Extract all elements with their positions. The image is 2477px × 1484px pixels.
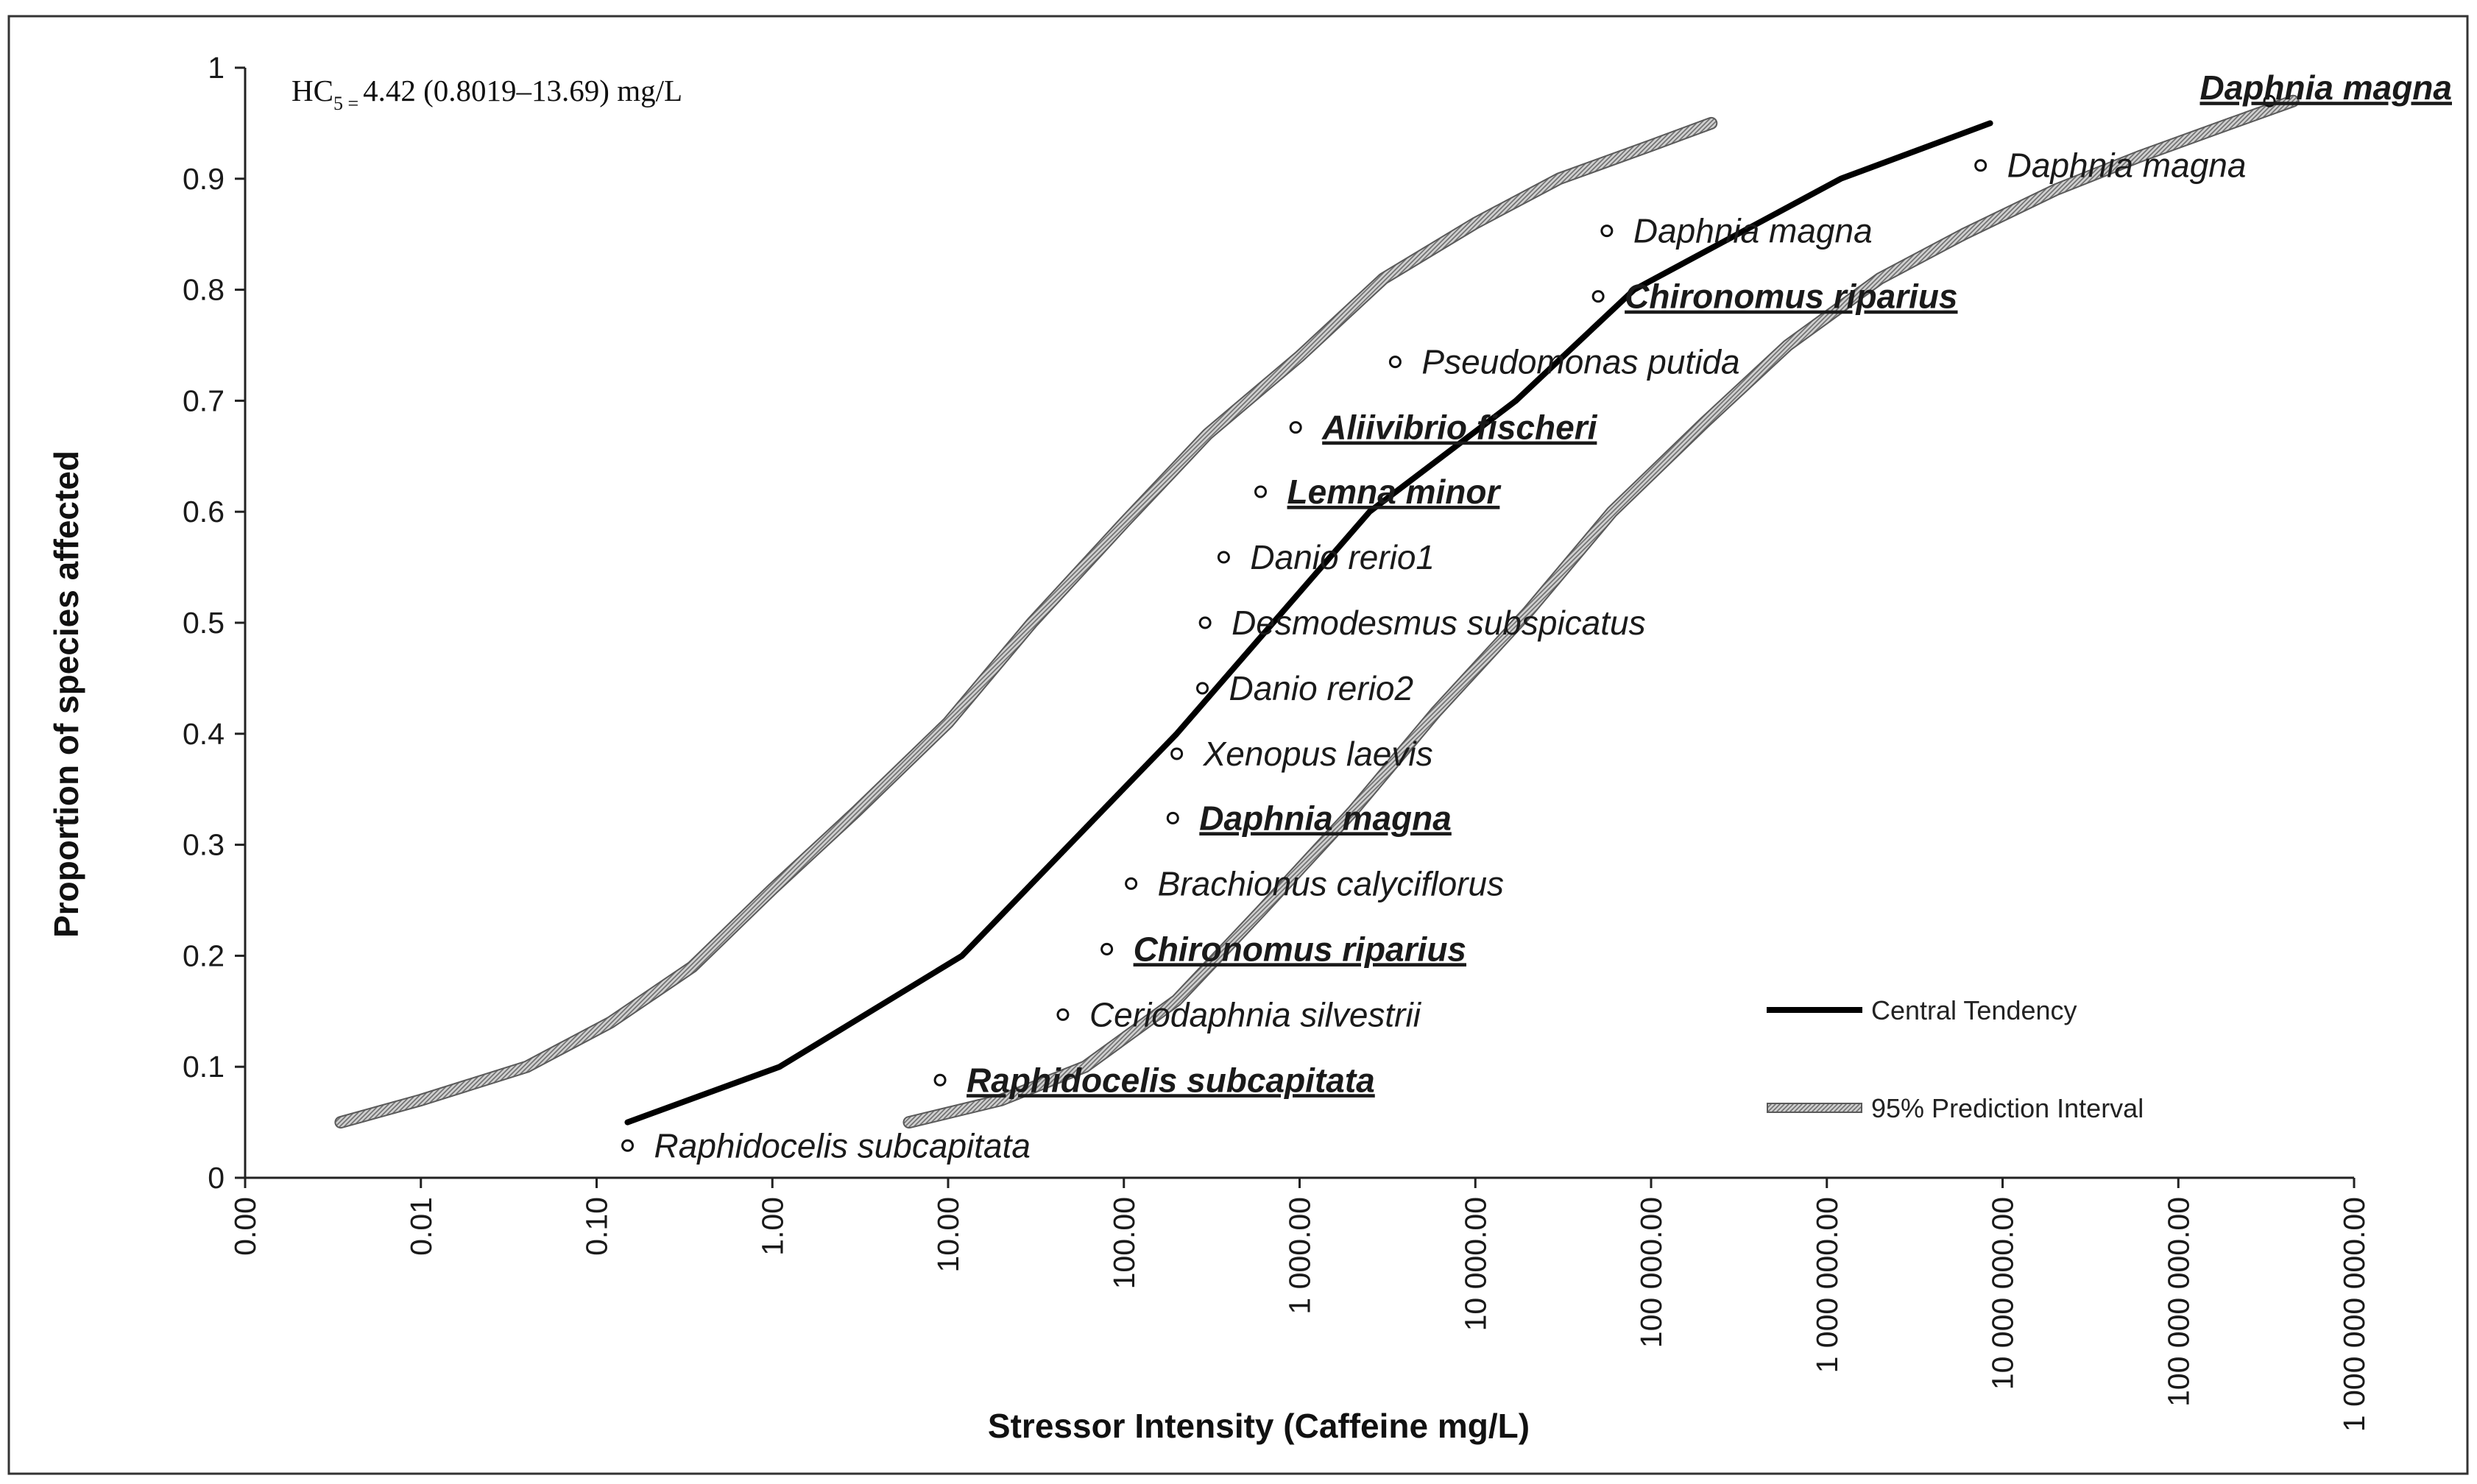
data-point	[621, 1139, 635, 1152]
data-point-label: Daphnia magna	[2007, 146, 2247, 185]
x-tick-label: 100.00	[1107, 1197, 1141, 1289]
data-point	[1198, 616, 1212, 629]
y-tick-label: 0.7	[183, 384, 225, 417]
hc5-annotation: HC5 = 4.42 (0.8019–13.69) mg/L	[291, 74, 682, 114]
data-point	[1591, 290, 1605, 303]
data-point	[1289, 421, 1302, 434]
data-point	[933, 1073, 947, 1086]
data-point	[1254, 485, 1268, 498]
data-point-label: Chironomus riparius	[1625, 278, 1957, 316]
x-tick-label: 10.00	[931, 1197, 965, 1273]
data-point	[1125, 877, 1138, 890]
data-points: Raphidocelis subcapitata Raphidocelis sub…	[621, 68, 2452, 1165]
x-tick-label: 1.00	[755, 1197, 789, 1256]
data-point	[1217, 551, 1230, 564]
legend-label-prediction-interval: 95% Prediction Interval	[1871, 1093, 2144, 1123]
data-point-label: Daphnia magna	[1633, 212, 1873, 250]
x-tick-label: 1 000.00	[1283, 1197, 1317, 1315]
x-tick-label: 1 000 000 000.00	[2337, 1197, 2371, 1432]
data-point	[2263, 94, 2276, 107]
y-tick-label: 0.2	[183, 939, 225, 972]
data-point-label: Chironomus riparius	[1134, 930, 1466, 968]
legend-label-central-tendency: Central Tendency	[1871, 995, 2077, 1025]
data-point-label: Lemna minor	[1287, 473, 1502, 511]
data-point	[1170, 747, 1184, 760]
data-point	[1056, 1008, 1070, 1021]
x-tick-label: 1 000 000.00	[1810, 1197, 1844, 1373]
y-tick-label: 1	[208, 51, 225, 85]
x-tick-label: 100 000 000.00	[2161, 1197, 2195, 1407]
data-point-label: Xenopus laevis	[1203, 735, 1433, 773]
data-point-label: Brachionus calyciflorus	[1158, 864, 1504, 902]
series-lines	[334, 94, 2300, 1129]
data-point-label: Danio rerio2	[1229, 669, 1414, 707]
prediction-interval-band	[336, 118, 1717, 1128]
x-tick-label: 10 000 000.00	[1986, 1197, 2020, 1390]
y-axis-title: Proportion of species affected	[47, 451, 85, 938]
y-tick-label: 0.8	[183, 273, 225, 307]
x-tick-label: 10 000.00	[1458, 1197, 1492, 1331]
y-tick-label: 0.4	[183, 717, 225, 751]
data-point-label: Danio rerio1	[1250, 538, 1435, 576]
y-tick-label: 0	[208, 1161, 225, 1195]
data-point-label: Raphidocelis subcapitata	[654, 1126, 1031, 1165]
data-point	[1166, 811, 1179, 824]
y-tick-label: 0.6	[183, 495, 225, 529]
prediction-interval-band	[904, 96, 2298, 1128]
x-axis-title: Stressor Intensity (Caffeine mg/L)	[988, 1407, 1530, 1445]
x-tick-label: 0.10	[580, 1197, 614, 1256]
chart-border	[7, 15, 2469, 1475]
data-point	[1388, 356, 1402, 369]
central-tendency-line	[624, 120, 1993, 1126]
data-point-label: Ceriodaphnia silvestrii	[1089, 995, 1422, 1034]
axes: 00.10.20.30.40.50.60.70.80.910.00 0.01 0.1…	[183, 51, 2371, 1432]
legend: Central Tendency 95% Prediction Interval	[1767, 995, 2144, 1123]
data-point-label: Raphidocelis subcapitata	[967, 1061, 1375, 1099]
x-tick-label: 100 000.00	[1634, 1197, 1668, 1348]
y-tick-label: 0.9	[183, 162, 225, 196]
data-point	[1100, 942, 1114, 955]
data-point-label: Aliivibrio fischeri	[1321, 409, 1597, 447]
data-point-label: Pseudomonas putida	[1421, 343, 1739, 381]
data-point-label: Desmodesmus subspicatus	[1232, 604, 1645, 642]
data-point	[1196, 682, 1209, 695]
data-point	[1974, 159, 1987, 172]
data-point-label: Daphnia magna	[2199, 68, 2452, 107]
x-tick-label: 0.01	[404, 1197, 438, 1256]
x-tick-label: 0.00	[228, 1197, 262, 1256]
y-tick-label: 0.1	[183, 1050, 225, 1084]
data-point	[1600, 225, 1614, 238]
y-tick-label: 0.5	[183, 606, 225, 640]
y-tick-label: 0.3	[183, 828, 225, 862]
data-point-label: Daphnia magna	[1199, 799, 1452, 837]
